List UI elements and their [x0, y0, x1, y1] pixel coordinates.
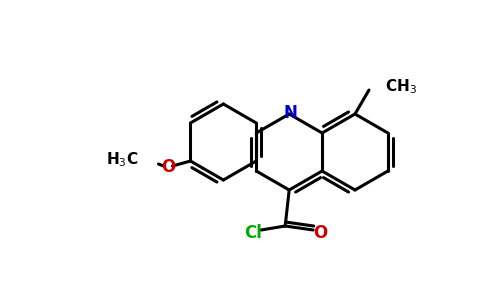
Text: O: O	[161, 158, 176, 176]
Text: N: N	[283, 104, 297, 122]
Text: O: O	[313, 224, 327, 242]
Text: CH$_3$: CH$_3$	[385, 78, 417, 96]
Text: Cl: Cl	[244, 224, 262, 242]
Text: H$_3$C: H$_3$C	[106, 151, 138, 169]
